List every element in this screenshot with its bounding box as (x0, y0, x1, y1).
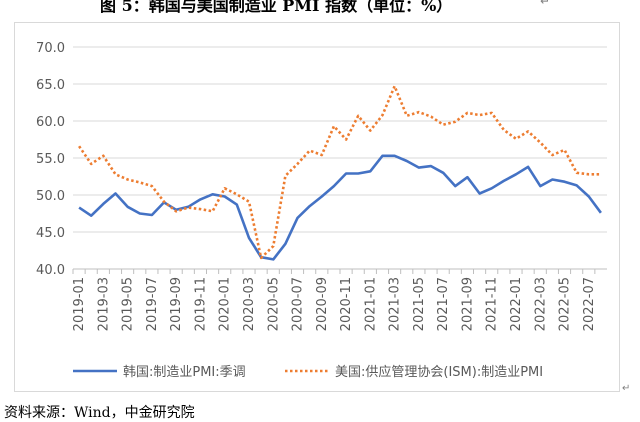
x-tick-label: 2022-05 (558, 277, 573, 331)
source-note: 资料来源：Wind，中金研究院 (4, 405, 195, 421)
y-tick-label: 45.0 (36, 226, 65, 241)
x-tick-label: 2020-11 (339, 277, 354, 331)
us-ism-pmi-line (78, 84, 601, 260)
pmi-line-chart: 40.045.050.055.060.065.070.0 2019-01 2019… (36, 41, 607, 380)
y-tick-label: 40.0 (36, 263, 65, 278)
x-tick-label: 2019-03 (96, 277, 111, 331)
x-tick-label: 2020-03 (242, 277, 257, 331)
x-tick-label: 2022-01 (509, 277, 524, 331)
x-tick-label: 2021-11 (485, 277, 500, 331)
x-tick-label: 2021-09 (460, 277, 475, 331)
legend-label-us: 美国:供应管理协会(ISM):制造业PMI (335, 364, 543, 380)
x-tick-label: 2019-11 (193, 277, 208, 331)
y-tick-label: 65.0 (36, 78, 65, 93)
gridlines (73, 46, 607, 270)
x-tick-label: 2021-01 (363, 277, 378, 331)
figure-heading: 图 5：韩国与美国制造业 PMI 指数（单位：%） ↵ (0, 0, 640, 16)
x-tick-label: 2019-07 (145, 277, 160, 331)
y-tick-label: 55.0 (36, 152, 65, 167)
figure-title: 图 5：韩国与美国制造业 PMI 指数（单位：%） (100, 0, 453, 15)
x-tick-label: 2021-05 (412, 277, 427, 331)
x-tick-label: 2021-07 (436, 277, 451, 331)
x-axis-ticks: 2019-01 2019-03 2019-05 2019-07 2019-09 2019-… (72, 269, 597, 331)
x-tick-label: 2022-03 (533, 277, 548, 331)
korea-pmi-line (78, 154, 602, 261)
x-tick-label: 2019-09 (169, 277, 184, 331)
series-lines (78, 84, 602, 261)
x-tick-label: 2022-07 (582, 277, 597, 331)
legend-label-korea: 韩国:制造业PMI:季调 (123, 365, 246, 380)
y-tick-label: 60.0 (36, 115, 65, 130)
x-tick-label: 2020-01 (218, 277, 233, 331)
legend: 韩国:制造业PMI:季调 美国:供应管理协会(ISM):制造业PMI (73, 364, 543, 380)
x-tick-label: 2019-01 (72, 277, 87, 331)
x-tick-label: 2019-05 (121, 277, 136, 331)
x-tick-label: 2020-07 (291, 277, 306, 331)
x-tick-label: 2021-03 (388, 277, 403, 331)
x-tick-label: 2020-09 (315, 277, 330, 331)
chart-container: 40.0 45.0 50.0 55.0 60.0 65.0 70.0 2019-01 2019… (14, 22, 620, 392)
paragraph-mark-corner: ↵ (622, 383, 631, 394)
x-tick-label: 2020-05 (266, 277, 281, 331)
y-tick-label: 50.0 (36, 189, 65, 204)
y-tick-label: 70.0 (36, 41, 65, 56)
y-axis-ticks: 40.0 45.0 50.0 55.0 60.0 65.0 70.0 (36, 41, 65, 278)
paragraph-mark: ↵ (540, 0, 551, 8)
